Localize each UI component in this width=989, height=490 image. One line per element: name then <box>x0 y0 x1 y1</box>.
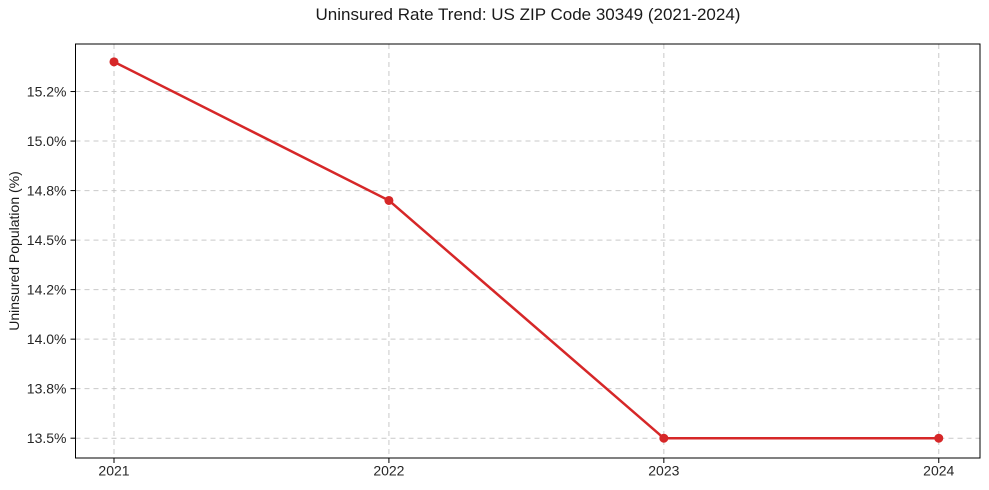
y-tick-label: 13.8% <box>27 380 67 396</box>
y-tick-label: 13.5% <box>27 430 67 446</box>
chart-title: Uninsured Rate Trend: US ZIP Code 30349 … <box>315 5 741 24</box>
y-tick-label: 15.0% <box>27 133 67 149</box>
data-point <box>384 195 394 205</box>
trend-line <box>112 60 941 440</box>
data-point <box>659 433 669 443</box>
y-tick-label: 14.8% <box>27 182 67 198</box>
x-tick-label: 2021 <box>98 463 129 479</box>
y-tick-label: 14.2% <box>27 281 67 297</box>
x-tick-label: 2023 <box>648 463 679 479</box>
x-tick-label: 2022 <box>373 463 404 479</box>
data-point <box>934 433 944 443</box>
y-tick-label: 15.2% <box>27 83 67 99</box>
data-point <box>109 57 119 67</box>
y-tick-label: 14.0% <box>27 331 67 347</box>
plot-border <box>75 43 981 459</box>
x-tick-label: 2024 <box>923 463 954 479</box>
y-tick-label: 14.5% <box>27 232 67 248</box>
